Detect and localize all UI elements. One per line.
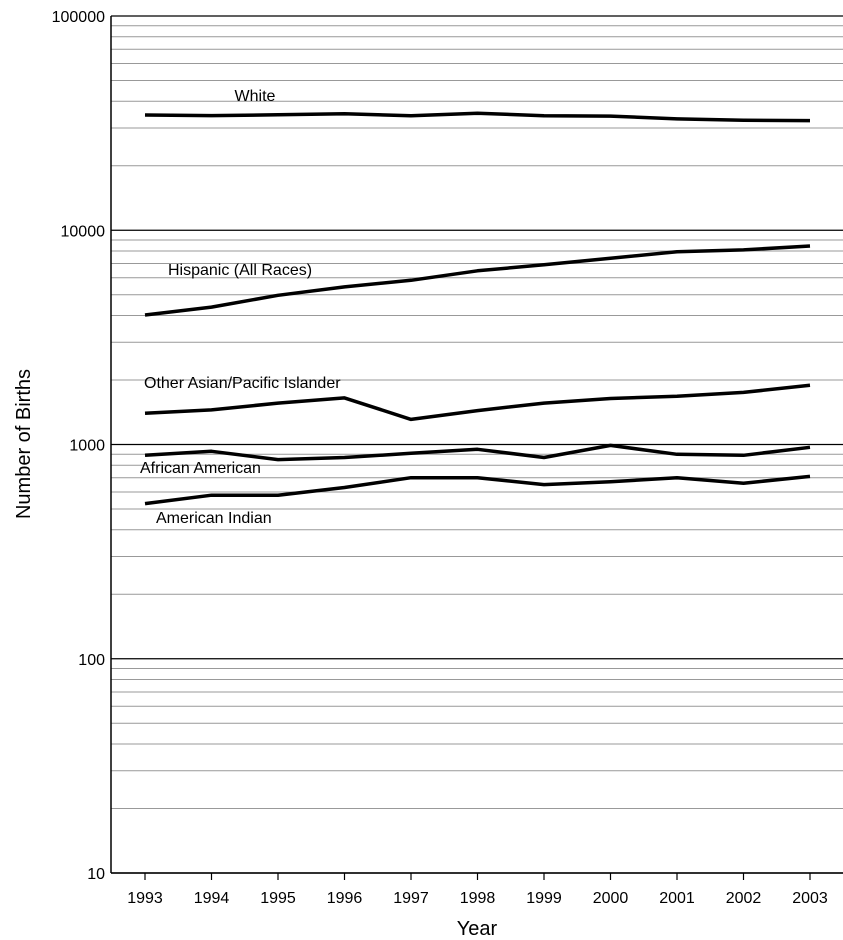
y-tick-label: 10 [87,866,105,883]
x-tick-label: 2003 [792,890,828,907]
series-line [144,383,811,422]
y-axis-title: Number of Births [13,369,35,519]
x-tick-label: 2001 [659,890,695,907]
x-tick-label: 1993 [127,890,163,907]
x-tick-label: 1999 [526,890,562,907]
x-tick-label: 2000 [593,890,629,907]
x-tick-label: 2002 [726,890,762,907]
series-line [144,111,811,123]
y-tick-label: 10000 [61,223,106,240]
x-tick-label: 1996 [327,890,363,907]
series-lines [144,111,811,506]
y-tick-label: 100000 [52,9,105,26]
series-labels: White Hispanic (All Races) Other Asian/Pac… [140,88,341,527]
series-label: Other Asian/Pacific Islander [144,375,341,392]
y-tick-label: 1000 [69,438,105,455]
series-label: American Indian [156,510,272,527]
y-tick-label: 100 [78,652,105,669]
series-label: African American [140,460,261,477]
x-tick-label: 1998 [460,890,496,907]
grid-lines [111,15,843,874]
series-label: Hispanic (All Races) [168,262,312,279]
series-line [144,443,811,462]
axes: 10 100 1000 10000 100000 1993 1994 1995 1996 1997… [52,9,843,907]
x-tick-label: 1995 [260,890,296,907]
series-line [144,474,811,506]
x-tick-label: 1997 [393,890,429,907]
series-line [144,244,811,317]
x-tick-label: 1994 [194,890,230,907]
x-axis-title: Year [457,918,498,940]
series-label: White [235,88,276,105]
